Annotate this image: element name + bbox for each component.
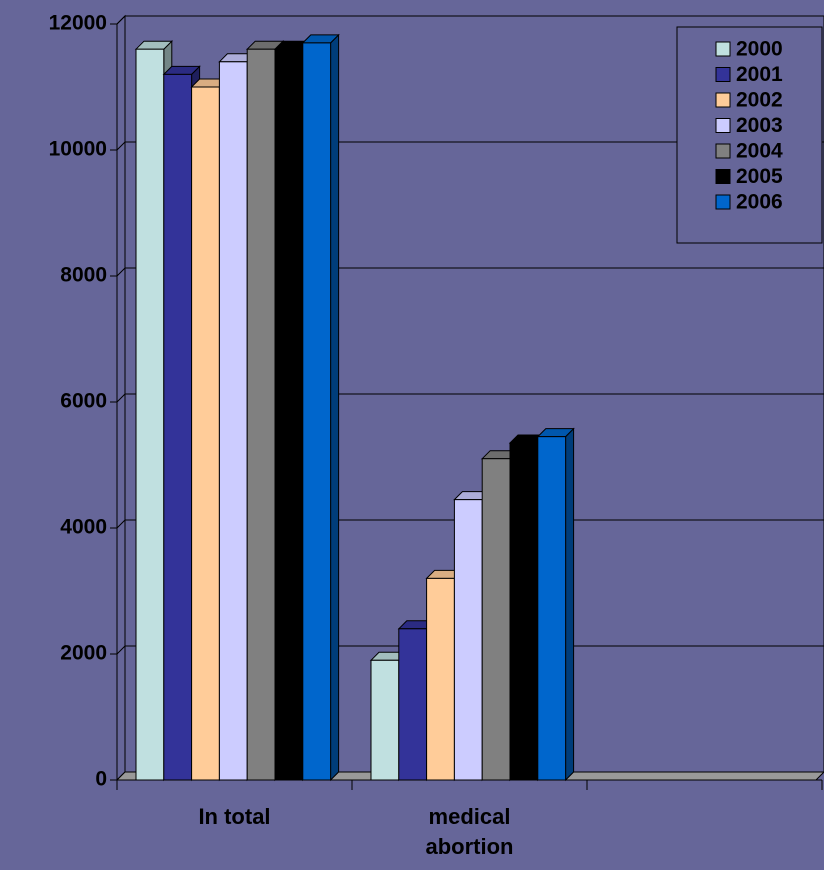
bar-front (163, 73, 193, 781)
bar-front (370, 659, 400, 781)
legend-swatch (715, 92, 731, 108)
bar-front (218, 61, 248, 781)
legend-box (676, 26, 823, 244)
grid-line (116, 645, 126, 655)
bar-front (537, 436, 567, 781)
bar-front (274, 48, 304, 781)
y-tick-label: 8000 (60, 264, 107, 287)
legend-swatch (715, 143, 731, 159)
bar-front (302, 42, 332, 781)
grid-line (116, 519, 126, 529)
legend-label: 2000 (736, 38, 783, 61)
y-tick-label: 4000 (60, 516, 107, 539)
bar-front (398, 628, 428, 781)
bar-front (453, 499, 483, 781)
grid-line (116, 141, 126, 151)
bar-front (481, 458, 511, 781)
grid-line (116, 267, 126, 277)
legend-label: 2005 (736, 165, 783, 188)
legend-swatch (715, 169, 731, 184)
legend-swatch (715, 67, 731, 82)
legend-swatch (715, 194, 731, 210)
bar-front (426, 577, 455, 781)
legend-swatch (715, 118, 731, 133)
y-tick-label: 12000 (49, 12, 107, 35)
bar-front (509, 442, 539, 781)
y-tick-label: 0 (95, 768, 107, 791)
y-tick-label: 6000 (60, 390, 107, 413)
bar (536, 427, 575, 782)
legend-label: 2001 (736, 63, 783, 86)
legend-swatch (715, 41, 731, 57)
bar-front (246, 48, 276, 781)
bar-side (330, 33, 340, 782)
y-tick-label: 2000 (60, 642, 107, 665)
grid-line (116, 15, 126, 25)
legend-label: 2003 (736, 114, 783, 137)
bar (301, 33, 340, 782)
legend-label: 2006 (736, 191, 783, 214)
x-tick-label: In total (198, 804, 271, 829)
bar-front (191, 86, 220, 781)
legend-label: 2004 (736, 140, 783, 163)
legend-label: 2002 (736, 89, 783, 112)
x-tick-label: medical abortion (425, 804, 514, 859)
bar-front (135, 48, 165, 781)
bar-side (565, 427, 575, 782)
y-tick-label: 10000 (49, 138, 107, 161)
grid-line (116, 393, 126, 403)
